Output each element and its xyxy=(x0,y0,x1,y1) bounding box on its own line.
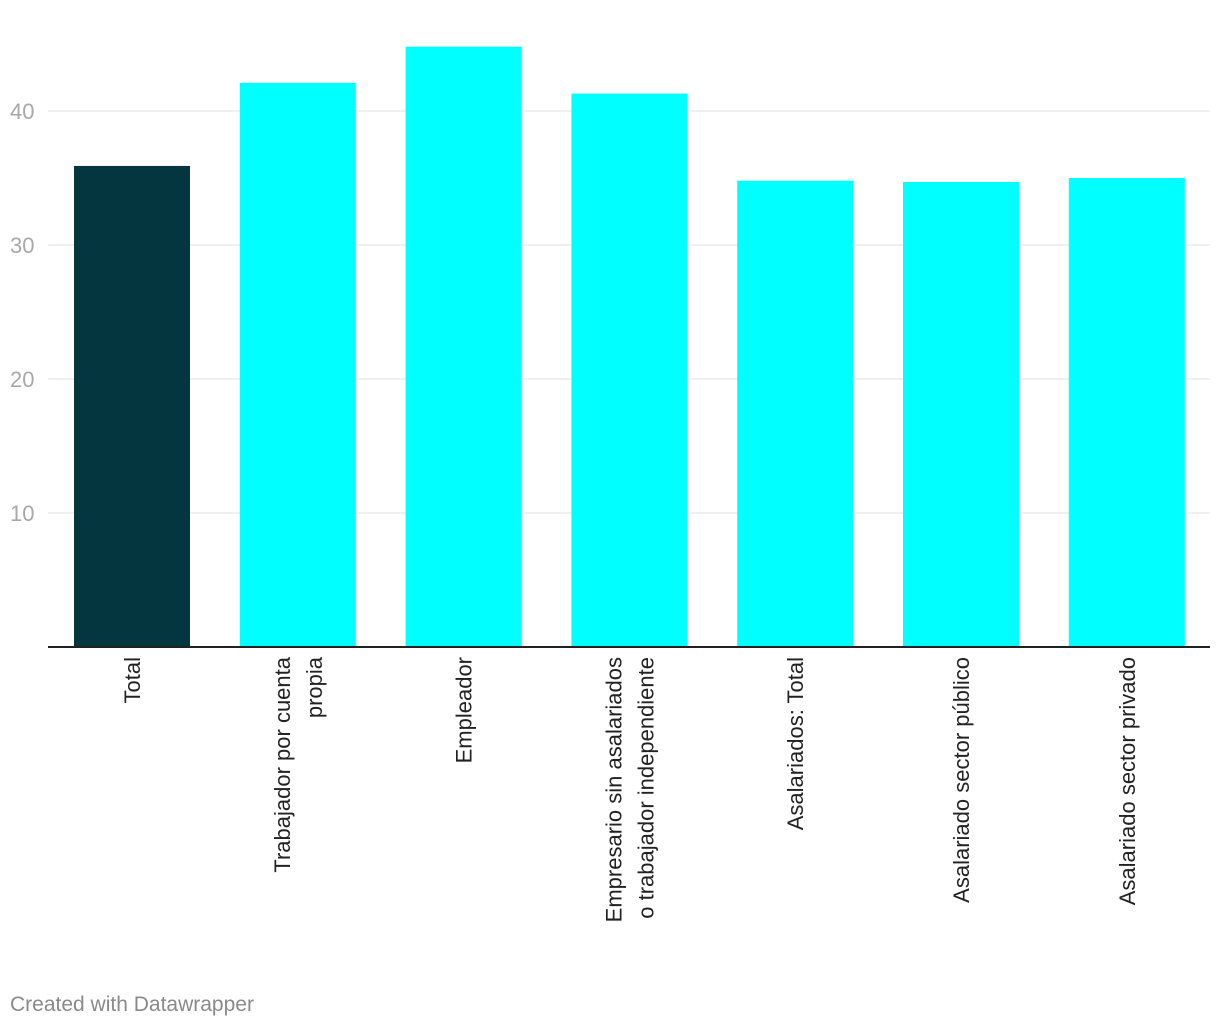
y-tick-label: 30 xyxy=(10,233,34,258)
bar-6 xyxy=(1068,178,1185,647)
datawrapper-credit: Created with Datawrapper xyxy=(10,993,254,1016)
bar-layer xyxy=(74,46,1185,648)
y-tick-label: 10 xyxy=(10,501,34,526)
category-label: o trabajador independiente xyxy=(633,657,658,919)
y-tick-label: 40 xyxy=(10,99,34,124)
bar-1 xyxy=(239,82,356,648)
bar-3 xyxy=(571,93,688,647)
y-tick-label: 20 xyxy=(10,367,34,392)
category-label: Total xyxy=(120,657,145,703)
category-label: Asalariados: Total xyxy=(783,657,808,830)
bar-2 xyxy=(405,46,522,648)
category-label: Empresario sin asalariados xyxy=(601,657,626,922)
label-layer: 10 20 30 40 Total Trabajador por cuenta propia… xyxy=(10,99,1140,922)
category-label: Trabajador por cuenta xyxy=(270,656,295,872)
bar-0 xyxy=(74,165,190,647)
category-label: Asalariado sector privado xyxy=(1115,657,1140,905)
category-label: propia xyxy=(302,656,327,718)
category-label: Empleador xyxy=(452,657,477,763)
bar-5 xyxy=(903,182,1019,647)
bar-4 xyxy=(737,180,854,647)
category-label: Asalariado sector público xyxy=(949,657,974,903)
